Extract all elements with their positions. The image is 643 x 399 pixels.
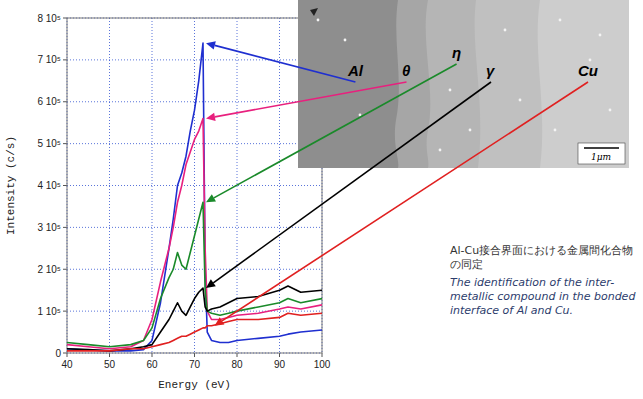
scale-bar (584, 147, 619, 149)
grid-line (67, 311, 322, 312)
x-axis-title: Energy (eV) (158, 379, 231, 391)
tick-mark (63, 101, 67, 102)
leader-arrow (213, 82, 491, 283)
grid-line (67, 101, 322, 102)
tick-label: 8 10⁵ (37, 13, 61, 24)
tick-label: 7 10⁵ (37, 54, 61, 65)
micro-dot (559, 19, 562, 22)
micro-dot (469, 129, 472, 132)
tick-mark (63, 18, 67, 19)
tick-mark (63, 311, 67, 312)
arrow-head (215, 317, 225, 326)
phase-theta (395, 0, 629, 168)
arrow-head (206, 279, 216, 288)
grid-line (67, 59, 322, 60)
phase-label: η (452, 44, 461, 61)
tick-label: 5 10⁵ (37, 138, 61, 149)
phase-cu (538, 0, 629, 168)
phase-eta (426, 0, 629, 168)
tick-mark (63, 227, 67, 228)
tick-mark (63, 353, 67, 354)
tick-label: 90 (274, 359, 286, 370)
series-line (67, 286, 322, 351)
micro-dot (554, 129, 557, 132)
micro-dot (439, 149, 442, 152)
arrow-head (206, 113, 216, 121)
scale-label: 1μm (591, 152, 611, 162)
tick-mark (63, 269, 67, 270)
tick-label: 4 10⁵ (37, 180, 61, 191)
leader-arrow (215, 82, 407, 117)
tick-mark (194, 353, 195, 357)
micro-dot (599, 34, 602, 37)
micro-dot (589, 59, 592, 62)
tick-mark (152, 353, 153, 357)
micro-dot (609, 109, 612, 112)
plot-background (67, 18, 322, 353)
tick-mark (63, 185, 67, 186)
micro-defect (310, 8, 318, 16)
tick-label: 3 10⁵ (37, 222, 61, 233)
tick-label: 2 10⁵ (37, 264, 61, 275)
tick-label: 60 (146, 359, 158, 370)
series-line (67, 119, 322, 349)
grid-line (67, 227, 322, 228)
y-axis-title: Intensity (c/s) (5, 136, 17, 235)
tick-label: 6 10⁵ (37, 96, 61, 107)
tick-mark (63, 143, 67, 144)
tick-mark (279, 353, 280, 357)
phase-label: γ (486, 62, 496, 79)
series-line (67, 202, 322, 346)
scale-box (578, 143, 625, 164)
phase-label: θ (402, 62, 411, 79)
tick-label: 70 (189, 359, 201, 370)
tick-mark (322, 353, 323, 357)
tick-label: 0 (55, 348, 61, 359)
tick-label: 80 (231, 359, 243, 370)
series-line (67, 43, 322, 351)
tick-label: 50 (104, 359, 116, 370)
tick-mark (63, 59, 67, 60)
leader-arrow (214, 64, 457, 198)
arrow-head (206, 41, 216, 49)
caption-ja: Al-Cu接合界面における金属間化合物の同定 (450, 244, 638, 272)
series-line (67, 313, 322, 351)
chart: 40 50 60 70 80 90 100 0 1 10⁵ 2 10⁵ 3 10⁵ 4 10⁵ 5 10… (0, 0, 643, 399)
grid-line (67, 269, 322, 270)
tick-mark (109, 353, 110, 357)
phase-label: Al (347, 62, 364, 79)
tick-mark (67, 353, 68, 357)
tick-mark (237, 353, 238, 357)
micro-dot (504, 29, 507, 32)
leader-arrow (215, 45, 356, 82)
grid-line (67, 185, 322, 186)
phase-gamma (475, 0, 629, 168)
series-group (67, 43, 322, 351)
micrograph (298, 0, 629, 168)
figure: 40 50 60 70 80 90 100 0 1 10⁵ 2 10⁵ 3 10⁵ 4 10⁵ 5 10… (0, 0, 643, 399)
grid-line (67, 143, 322, 144)
tick-label: 40 (61, 359, 73, 370)
tick-label: 1 10⁵ (37, 306, 61, 317)
plot-frame (67, 18, 322, 353)
tick-label: 100 (314, 359, 331, 370)
phase-label: Cu (578, 62, 598, 79)
arrow-head (206, 194, 216, 202)
micro-dot (449, 89, 452, 92)
micro-dot (317, 19, 320, 22)
grid-line (194, 18, 195, 353)
caption-en: The identification of the inter-metallic… (450, 276, 638, 318)
micro-dot (519, 99, 522, 102)
micro-dot (344, 39, 347, 42)
